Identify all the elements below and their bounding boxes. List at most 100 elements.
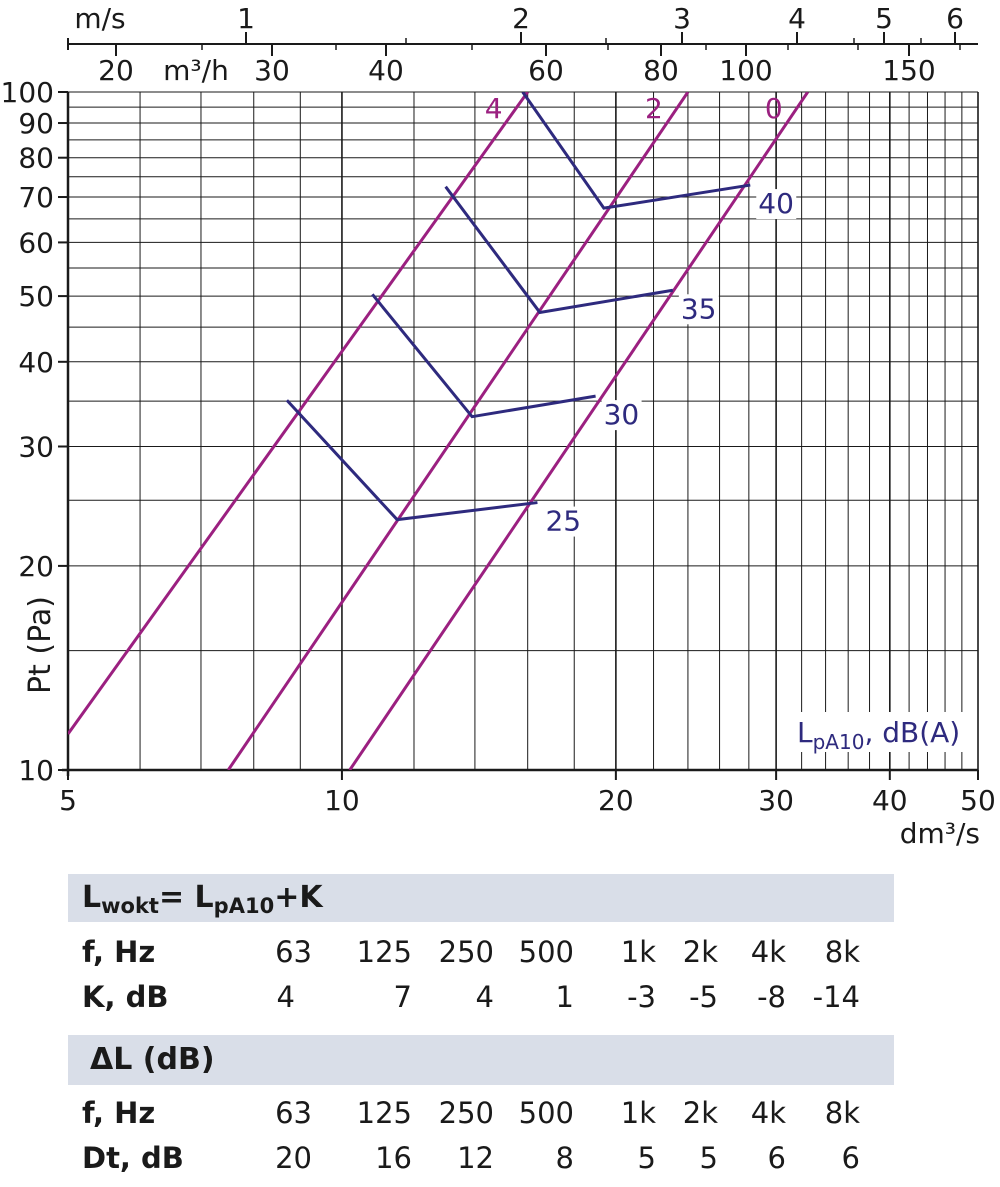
table1-freq-cell: 500 (518, 935, 574, 969)
table2-freq-cell: 63 (275, 1096, 312, 1130)
velocity-tick-label: 6 (946, 2, 964, 35)
formula-band: Lwokt= LpA10+K (68, 874, 894, 922)
noise-curve-35 (444, 185, 674, 315)
x-tick-label: 30 (758, 784, 794, 817)
y-tick-label: 50 (18, 280, 54, 313)
x-axis-label: dm³/s (900, 817, 980, 850)
freq-label: f, Hz (82, 1096, 156, 1130)
table2-freq-row: f, Hz 63 125 250 500 1k 2k 4k 8k (68, 1096, 908, 1136)
flow-tick-label: 80 (643, 54, 679, 87)
table1-freq-row: f, Hz 63 125 250 500 1k 2k 4k 8k (68, 935, 908, 975)
flow-tick-label: 150 (882, 54, 935, 87)
noise-label-40: 40 (758, 187, 794, 220)
table2-dt-cell: 5 (699, 1141, 718, 1175)
series-line-0 (348, 92, 809, 770)
axis-ticks: 5 10 20 30 40 50dm³/s102030405060708090100Pt … (1, 76, 996, 850)
table2-dt-cell: 6 (841, 1141, 860, 1175)
table2-dt-cell: 6 (767, 1141, 786, 1175)
table2-dt-row: Dt, dB 20 16 12 8 5 5 6 6 (68, 1141, 908, 1181)
noise-label-35: 35 (681, 292, 717, 325)
table1-k-cell: 4 (475, 980, 494, 1014)
dt-label: Dt, dB (82, 1141, 184, 1175)
table1-k-row: K, dB 4 7 4 1 -3 -5 -8 -14 (68, 980, 908, 1020)
noise-legend-bg (790, 712, 970, 752)
x-tick-label: 5 (59, 784, 77, 817)
y-tick-label: 10 (18, 754, 54, 787)
series-label-4: 4 (485, 92, 503, 125)
delta-l-title: ΔL (dB) (90, 1042, 215, 1077)
y-tick-label: 30 (18, 431, 54, 464)
delta-l-band: ΔL (dB) (68, 1035, 894, 1085)
noise-label-30: 30 (604, 398, 640, 431)
table1-k-cell: -8 (757, 980, 786, 1014)
velocity-tick-label: 4 (788, 2, 806, 35)
y-tick-label: 40 (18, 346, 54, 379)
table1-k-cell: -3 (627, 980, 656, 1014)
grid (62, 91, 979, 776)
flow-tick-label: 60 (528, 54, 564, 87)
series-line-2 (227, 92, 690, 770)
table2-freq-cell: 250 (438, 1096, 494, 1130)
series-layer (68, 92, 809, 770)
formula: Lwokt= LpA10+K (82, 880, 323, 918)
table1-freq-cell: 2k (682, 935, 718, 969)
x-tick-label: 50 (960, 784, 996, 817)
noise-label-bg (543, 506, 584, 537)
flow-unit: m³/h (163, 54, 229, 87)
table2-freq-cell: 4k (750, 1096, 786, 1130)
table1-k-cell: -5 (689, 980, 718, 1014)
table2-dt-cell: 20 (275, 1141, 312, 1175)
velocity-tick-label: 5 (875, 2, 893, 35)
x-tick-label: 20 (598, 784, 634, 817)
velocity-tick-label: 2 (512, 2, 530, 35)
y-tick-label: 100 (1, 76, 54, 109)
y-tick-label: 80 (18, 142, 54, 175)
velocity-tick-label: 3 (673, 2, 691, 35)
velocity-tick-label: 1 (237, 2, 255, 35)
noise-label-bg (601, 400, 642, 431)
freq-label: f, Hz (82, 935, 156, 969)
table2-freq-cell: 500 (518, 1096, 574, 1130)
table1-freq-cell: 8k (824, 935, 860, 969)
table1-freq-cell: 63 (275, 935, 312, 969)
series-label-2: 2 (645, 92, 663, 125)
y-tick-label: 20 (18, 550, 54, 583)
table1-freq-cell: 4k (750, 935, 786, 969)
table2-freq-cell: 2k (682, 1096, 718, 1130)
x-tick-label: 40 (872, 784, 908, 817)
velocity-unit: m/s (74, 2, 125, 35)
flow-tick-label: 20 (98, 54, 134, 87)
noise-curve-30 (371, 293, 596, 419)
x-tick-label: 10 (324, 784, 360, 817)
noise-label-25: 25 (545, 505, 581, 538)
table1-freq-cell: 1k (620, 935, 656, 969)
k-label: K, dB (82, 980, 169, 1014)
table1-k-cell: 1 (555, 980, 574, 1014)
noise-legend: LpA10, dB(A) (797, 716, 960, 754)
table1-freq-cell: 125 (356, 935, 412, 969)
table2-freq-cell: 1k (620, 1096, 656, 1130)
table2-dt-cell: 16 (375, 1141, 412, 1175)
table2-dt-cell: 12 (457, 1141, 494, 1175)
y-tick-label: 70 (18, 181, 54, 214)
series-label-0: 0 (765, 92, 783, 125)
noise-curve-40 (521, 92, 751, 210)
table1-k-cell: 4 (276, 980, 295, 1014)
y-tick-label: 90 (18, 107, 54, 140)
table2-freq-cell: 125 (356, 1096, 412, 1130)
flow-tick-label: 30 (254, 54, 290, 87)
table2-dt-cell: 8 (555, 1141, 574, 1175)
table1-k-cell: 7 (393, 980, 412, 1014)
table2-freq-cell: 8k (824, 1096, 860, 1130)
table2-dt-cell: 5 (637, 1141, 656, 1175)
table1-freq-cell: 250 (438, 935, 494, 969)
noise-curve-25 (285, 399, 538, 522)
labels-layer: 0 2 4 25 30 35 40 LpA10, dB(A) (485, 92, 970, 754)
noise-label-bg (678, 294, 719, 325)
noise-label-bg (756, 189, 797, 220)
y-axis-label: Pt (Pa) (23, 596, 58, 694)
flow-tick-label: 100 (719, 54, 772, 87)
flow-tick-label: 40 (368, 54, 404, 87)
y-tick-label: 60 (18, 226, 54, 259)
